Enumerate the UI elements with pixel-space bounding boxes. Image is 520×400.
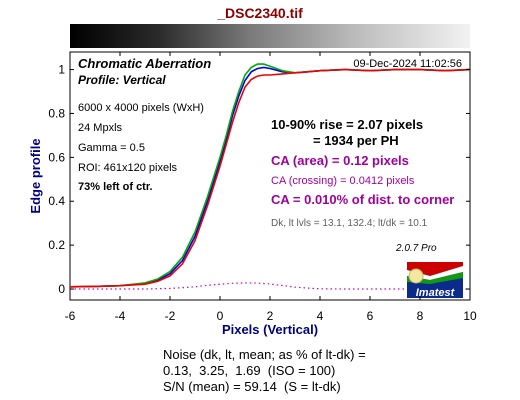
plot-area	[69, 51, 471, 301]
timestamp: 09-Dec-2024 11:02:56	[353, 58, 462, 70]
ca-area-text: CA (area) = 0.12 pixels	[271, 153, 409, 168]
logo-text: Imatest	[416, 287, 456, 299]
x-tick-label: -2	[165, 309, 176, 323]
rise-line-1: 10-90% rise = 2.07 pixels	[271, 117, 423, 132]
x-axis-label: Pixels (Vertical)	[222, 322, 318, 337]
info-left: 6000 x 4000 pixels (WxH) 24 Mpxls Gamma …	[78, 102, 204, 193]
noise-line-3: S/N (mean) = 59.14 (S = lt-dk)	[163, 379, 341, 394]
noise-block: Noise (dk, lt, mean; as % of lt-dk) = 0.…	[163, 347, 366, 395]
roi-text: ROI: 461x120 pixels	[78, 162, 178, 174]
y-tick-label: 0.2	[48, 238, 65, 252]
x-tick-label: -6	[65, 309, 76, 323]
x-tick-label: 8	[417, 309, 424, 323]
x-tick-label: 10	[463, 309, 477, 323]
y-tick-label: 0	[58, 282, 65, 296]
y-tick-label: 0.6	[48, 150, 65, 164]
window-title: _DSC2340.tif	[216, 5, 303, 21]
edge-gradient-strip	[70, 24, 470, 48]
x-tick-label: 4	[317, 309, 324, 323]
x-tick-label: 6	[367, 309, 374, 323]
y-tick-label: 0.4	[48, 194, 65, 208]
ca-crossing-text: CA (crossing) = 0.0412 pixels	[271, 175, 415, 187]
series-line-difference	[70, 282, 470, 290]
ca-corner-text: CA = 0.010% of dist. to corner	[271, 192, 454, 207]
imatest-logo: Imatest	[407, 262, 463, 299]
x-tick-label: -4	[115, 309, 126, 323]
noise-line-1: Noise (dk, lt, mean; as % of lt-dk) =	[163, 347, 366, 362]
y-tick-label: 1	[58, 63, 65, 77]
x-axis: -6 -4 -2 0 2 4 6 8 10	[65, 52, 477, 323]
y-axis-label: Edge profile	[28, 138, 43, 213]
y-tick-label: 0.8	[48, 106, 65, 120]
profile-subtitle: Profile: Vertical	[78, 73, 166, 87]
series-line-red	[70, 68, 470, 288]
x-tick-label: 2	[267, 309, 274, 323]
chart-title: Chromatic Aberration	[78, 56, 211, 71]
version-text: 2.0.7 Pro	[395, 243, 437, 254]
rise-line-2: = 1934 per PH	[313, 133, 399, 148]
position-text: 73% left of ctr.	[78, 181, 153, 193]
gamma-text: Gamma = 0.5	[78, 142, 145, 154]
image-size-text: 6000 x 4000 pixels (WxH)	[78, 102, 204, 114]
curves-layer	[70, 63, 470, 290]
levels-text: Dk, lt lvls = 13.1, 132.4; lt/dk = 10.1	[271, 218, 428, 229]
noise-line-2: 0.13, 3.25, 1.69 (ISO = 100)	[163, 363, 336, 378]
x-tick-label: 0	[217, 309, 224, 323]
y-axis: 0 0.2 0.4 0.6 0.8 1	[48, 63, 470, 296]
megapixels-text: 24 Mpxls	[78, 122, 123, 134]
